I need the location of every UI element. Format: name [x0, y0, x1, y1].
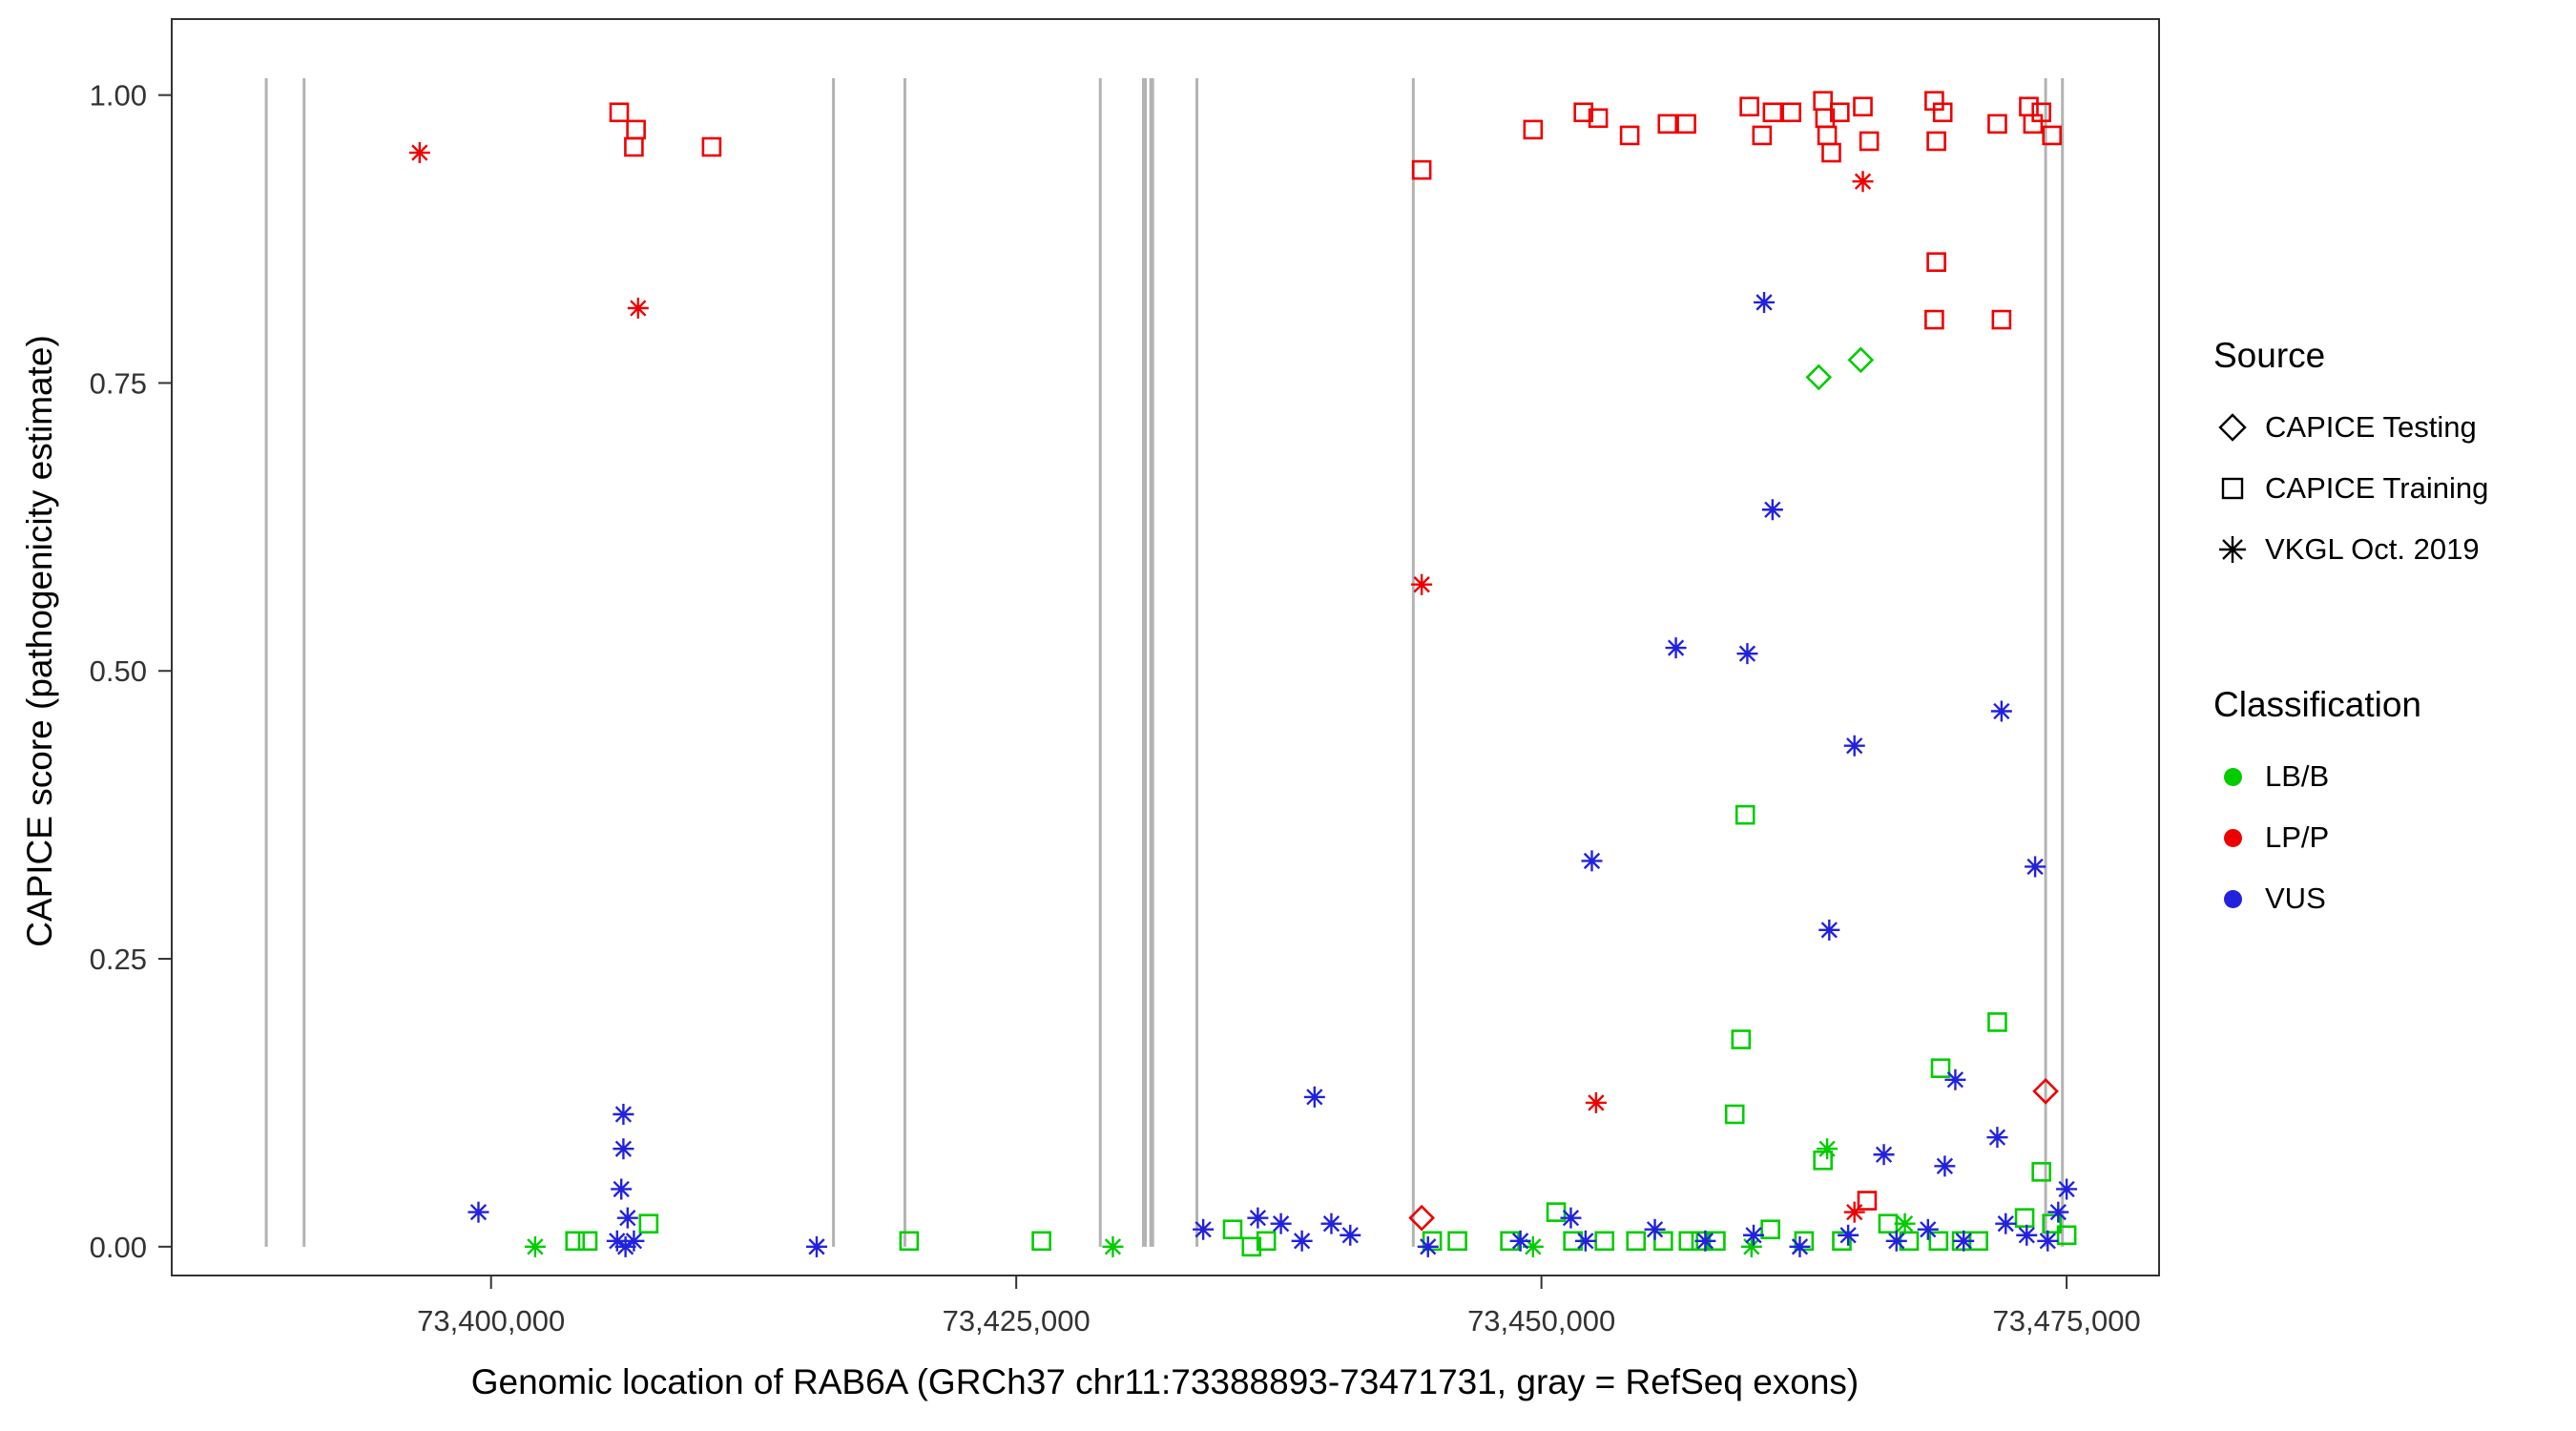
- legend-source-title: Source: [2213, 336, 2326, 375]
- legend-label: LP/P: [2265, 820, 2330, 854]
- legend-item-vkgl: VKGL Oct. 2019: [2213, 519, 2566, 580]
- legend-label: CAPICE Training: [2265, 471, 2489, 505]
- svg-text:73,400,000: 73,400,000: [417, 1304, 565, 1338]
- legend-classification: Classification LB/B LP/P VUS: [2213, 685, 2566, 929]
- legend-classification-title: Classification: [2213, 685, 2421, 724]
- legend-label: VKGL Oct. 2019: [2265, 532, 2480, 566]
- legend-item-vus: VUS: [2213, 868, 2566, 929]
- svg-text:1.00: 1.00: [90, 79, 147, 113]
- square-icon: [2213, 469, 2252, 508]
- legend-label: LB/B: [2265, 759, 2330, 793]
- legend-item-capice-training: CAPICE Training: [2213, 458, 2566, 519]
- blue-dot-icon: [2213, 880, 2252, 918]
- asterisk-icon: [2213, 530, 2252, 569]
- legend-label: CAPICE Testing: [2265, 410, 2477, 444]
- svg-text:0.75: 0.75: [90, 366, 147, 400]
- svg-text:73,475,000: 73,475,000: [1993, 1304, 2141, 1338]
- legend-item-lpp: LP/P: [2213, 807, 2566, 868]
- legend-source: Source CAPICE Testing CAPICE Training VK…: [2213, 336, 2566, 580]
- x-axis-title: Genomic location of RAB6A (GRCh37 chr11:…: [470, 1362, 1859, 1401]
- red-dot-icon: [2213, 819, 2252, 857]
- svg-text:0.50: 0.50: [90, 654, 147, 688]
- svg-text:0.25: 0.25: [90, 943, 147, 976]
- diamond-icon: [2213, 408, 2252, 446]
- y-axis-title: CAPICE score (pathogenicity estimate): [20, 335, 59, 947]
- green-dot-icon: [2213, 757, 2252, 796]
- svg-text:73,425,000: 73,425,000: [943, 1304, 1091, 1338]
- svg-text:0.00: 0.00: [90, 1231, 147, 1264]
- svg-text:73,450,000: 73,450,000: [1467, 1304, 1615, 1338]
- legend-item-lbb: LB/B: [2213, 746, 2566, 807]
- legend-label: VUS: [2265, 881, 2326, 915]
- legend-item-capice-testing: CAPICE Testing: [2213, 397, 2566, 458]
